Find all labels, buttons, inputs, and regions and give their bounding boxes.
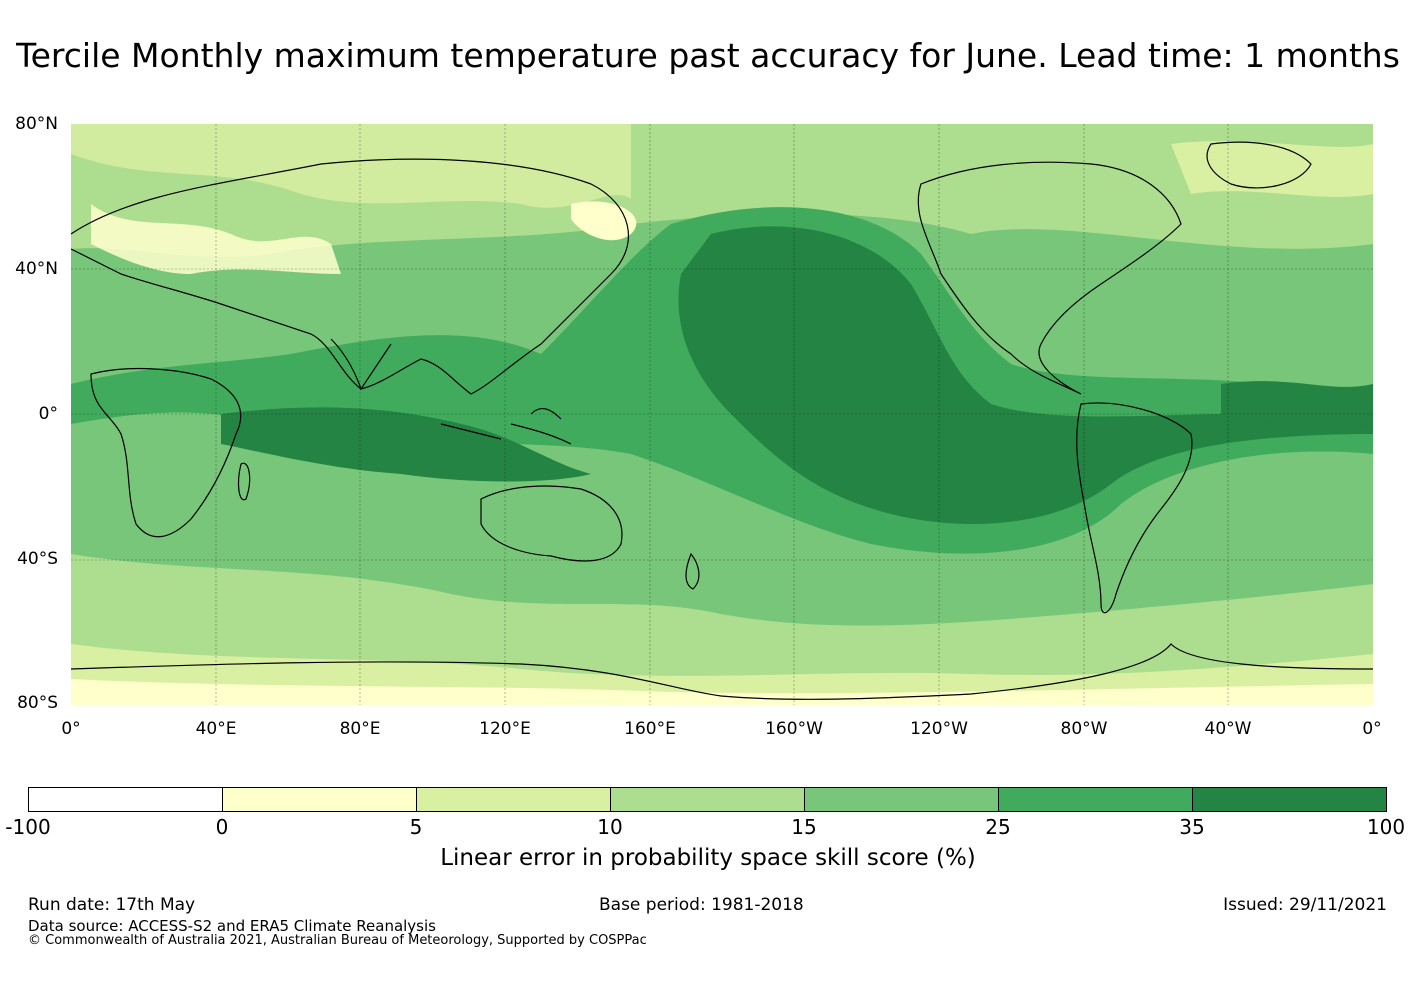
map-svg (71, 124, 1373, 705)
lat-label-80s: 80°S (17, 693, 58, 713)
lon-label-160e: 160°E (624, 719, 676, 739)
colorbar-segment (29, 788, 223, 811)
map-title: Tercile Monthly maximum temperature past… (16, 36, 1400, 75)
lon-label-80w: 80°W (1060, 719, 1108, 739)
colorbar-tick: 25 (985, 815, 1011, 839)
lat-label-0: 0° (38, 404, 58, 424)
india-coast (330, 338, 392, 391)
colorbar-title: Linear error in probability space skill … (440, 845, 976, 871)
africa-coast (90, 367, 242, 538)
antarctica-coast (71, 643, 1373, 700)
colorbar-segment (417, 788, 611, 811)
field-atlantic-core (1221, 381, 1373, 429)
greenland-coast (1206, 141, 1312, 189)
field-pacific-core (678, 226, 1373, 524)
lat-label-80n: 80°N (15, 114, 58, 134)
colorbar-tick: 15 (791, 815, 817, 839)
lon-label-160w: 160°W (765, 719, 823, 739)
north-america-coast (917, 161, 1182, 395)
copyright: © Commonwealth of Australia 2021, Austra… (28, 933, 647, 948)
field-indian-core (221, 407, 591, 482)
base-period: Base period: 1981-2018 (599, 895, 804, 915)
lat-label-40s: 40°S (17, 549, 58, 569)
colorbar (28, 787, 1387, 812)
colorbar-segment (1193, 788, 1386, 811)
south-america-coast (1076, 402, 1193, 614)
colorbar-tick: 0 (215, 815, 229, 839)
colorbar-tick: 35 (1179, 815, 1205, 839)
australia-coast (480, 485, 623, 562)
maritime-coast (440, 407, 572, 445)
colorbar-segment (999, 788, 1193, 811)
lon-label-0-right: 0° (1362, 719, 1382, 739)
field-japan-pale (571, 201, 637, 241)
lon-label-120e: 120°E (479, 719, 531, 739)
run-date: Run date: 17th May (28, 895, 196, 915)
skill-score-map (71, 124, 1373, 705)
field-greenland-light (1171, 141, 1373, 197)
lon-label-40e: 40°E (195, 719, 237, 739)
new-zealand-coast (685, 552, 700, 590)
field-eurasia-light (71, 124, 631, 208)
colorbar-segment (611, 788, 805, 811)
colorbar-tick: 5 (409, 815, 423, 839)
colorbar-segment (223, 788, 417, 811)
eurasia-coast (71, 158, 629, 395)
field-antarctic-pale (71, 679, 1373, 705)
lon-label-80e: 80°E (339, 719, 381, 739)
lon-label-40w: 40°W (1204, 719, 1252, 739)
data-source: Data source: ACCESS-S2 and ERA5 Climate … (28, 917, 436, 935)
lon-label-120w: 120°W (910, 719, 968, 739)
map-grid (71, 124, 1373, 705)
issued-date: Issued: 29/11/2021 (1223, 895, 1387, 915)
colorbar-tick: 100 (1366, 815, 1406, 839)
coastlines (71, 141, 1373, 700)
field-eurasia-pale (91, 204, 341, 274)
colorbar-segment (805, 788, 999, 811)
colorbar-tick: -100 (5, 815, 51, 839)
lat-label-40n: 40°N (15, 259, 58, 279)
colorbar-tick: 10 (597, 815, 623, 839)
lon-label-0-left: 0° (61, 719, 81, 739)
madagascar-coast (237, 462, 251, 501)
